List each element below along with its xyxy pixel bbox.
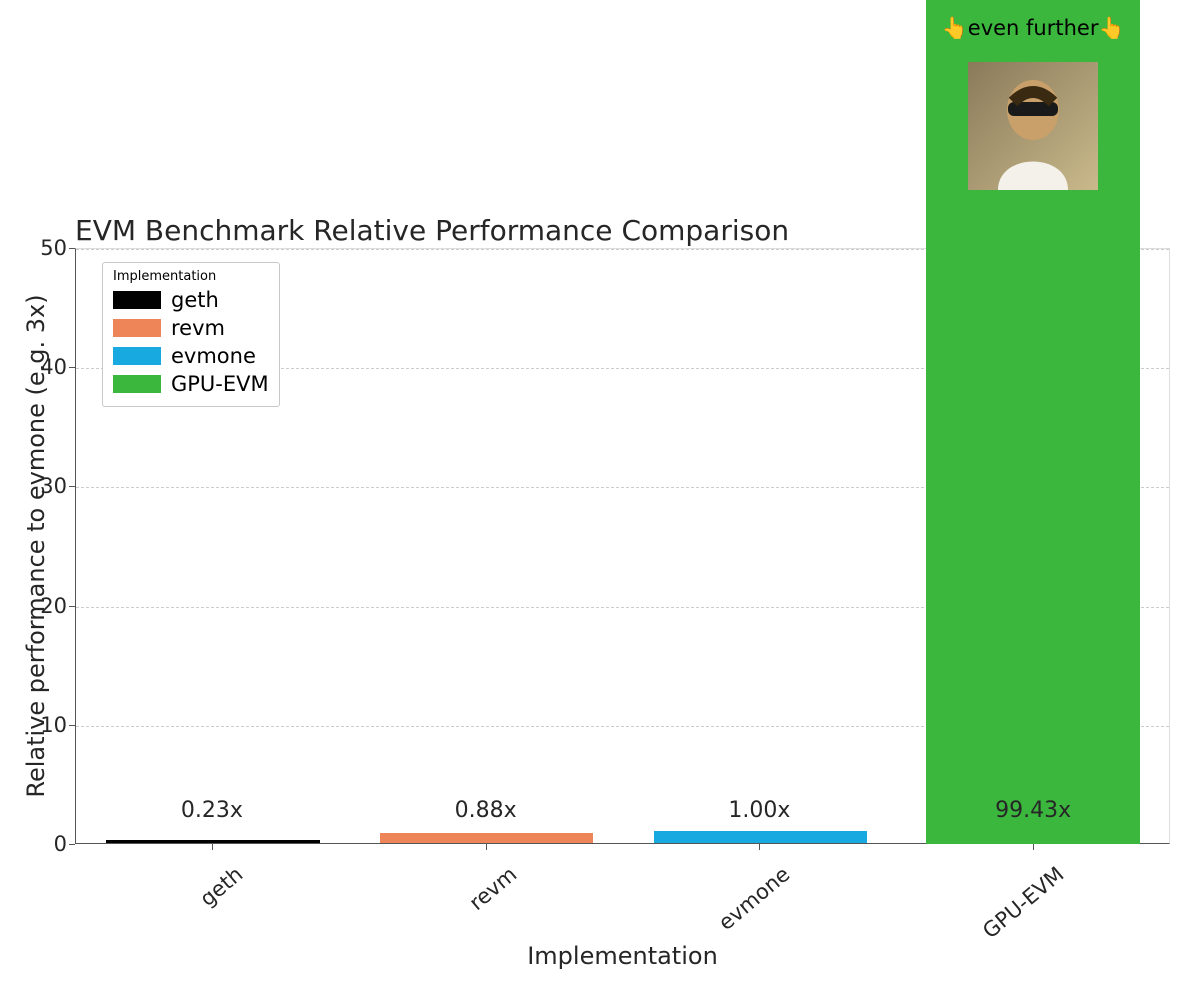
y-tick-label: 40 <box>27 355 67 379</box>
overflow-annotation: 👆even further👆 <box>942 16 1125 41</box>
meme-svg <box>968 62 1098 190</box>
bar-value-label: 0.88x <box>455 798 517 823</box>
x-tick-mark <box>1033 844 1034 850</box>
legend-swatch <box>113 319 161 337</box>
y-tick-mark <box>69 248 75 249</box>
legend-label: geth <box>171 288 219 312</box>
bar-value-label: 1.00x <box>728 798 790 823</box>
bar-geth <box>106 840 320 843</box>
y-tick-label: 50 <box>27 236 67 260</box>
y-tick-mark <box>69 367 75 368</box>
legend-swatch <box>113 291 161 309</box>
y-tick-mark <box>69 725 75 726</box>
bar-value-label: 0.23x <box>181 798 243 823</box>
legend: Implementation geth revm evmone GPU-EVM <box>102 262 280 407</box>
legend-entry: evmone <box>113 344 269 368</box>
legend-entry: GPU-EVM <box>113 372 269 396</box>
legend-label: evmone <box>171 344 256 368</box>
x-tick-label: revm <box>398 862 521 970</box>
y-tick-mark <box>69 844 75 845</box>
y-tick-label: 30 <box>27 474 67 498</box>
x-tick-label: geth <box>125 862 248 970</box>
bar-value-label: 99.43x <box>995 798 1071 823</box>
meme-image-placeholder <box>968 62 1098 190</box>
x-tick-label: GPU-EVM <box>946 862 1069 970</box>
y-tick-label: 20 <box>27 594 67 618</box>
legend-entry: revm <box>113 316 269 340</box>
x-tick-label: evmone <box>672 862 795 970</box>
bar-revm <box>380 833 594 843</box>
legend-label: revm <box>171 316 225 340</box>
legend-label: GPU-EVM <box>171 372 269 396</box>
y-tick-label: 0 <box>27 832 67 856</box>
chart-title: EVM Benchmark Relative Performance Compa… <box>75 214 789 247</box>
x-tick-mark <box>486 844 487 850</box>
bar-evmone <box>654 831 868 843</box>
y-tick-mark <box>69 606 75 607</box>
y-tick-mark <box>69 486 75 487</box>
legend-title: Implementation <box>113 269 269 284</box>
legend-swatch <box>113 375 161 393</box>
x-tick-mark <box>759 844 760 850</box>
y-tick-label: 10 <box>27 713 67 737</box>
chart-container: EVM Benchmark Relative Performance Compa… <box>0 0 1200 1000</box>
legend-swatch <box>113 347 161 365</box>
legend-entry: geth <box>113 288 269 312</box>
x-tick-mark <box>212 844 213 850</box>
